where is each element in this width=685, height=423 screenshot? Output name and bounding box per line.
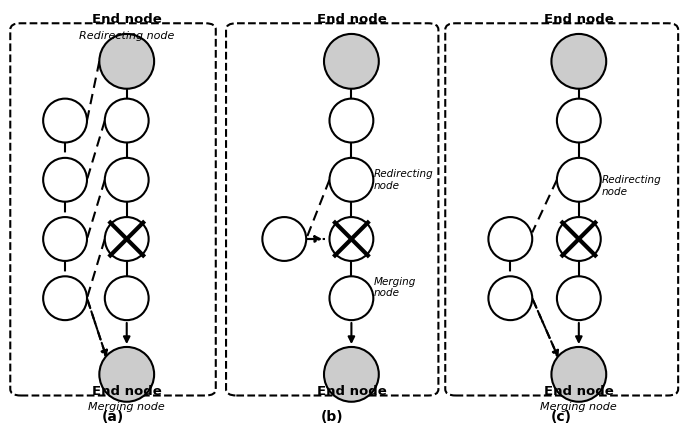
Text: End node: End node xyxy=(92,13,162,25)
Ellipse shape xyxy=(43,217,87,261)
FancyBboxPatch shape xyxy=(445,23,678,396)
Text: Redirecting
node: Redirecting node xyxy=(601,175,661,197)
Text: Merging
node: Merging node xyxy=(373,277,416,299)
Text: End node: End node xyxy=(316,385,386,398)
Text: Redirecting node: Redirecting node xyxy=(79,31,175,41)
Ellipse shape xyxy=(557,158,601,202)
Text: End node: End node xyxy=(316,13,386,25)
Ellipse shape xyxy=(324,347,379,402)
Ellipse shape xyxy=(551,347,606,402)
Text: End node: End node xyxy=(544,13,614,25)
Ellipse shape xyxy=(262,217,306,261)
Ellipse shape xyxy=(105,99,149,143)
Ellipse shape xyxy=(324,34,379,89)
Ellipse shape xyxy=(329,158,373,202)
Text: (a): (a) xyxy=(102,409,124,423)
Ellipse shape xyxy=(557,217,601,261)
Ellipse shape xyxy=(329,99,373,143)
Text: (b): (b) xyxy=(321,409,344,423)
Text: (c): (c) xyxy=(551,409,572,423)
Text: End node: End node xyxy=(92,385,162,398)
Ellipse shape xyxy=(43,158,87,202)
Text: Merging node: Merging node xyxy=(88,402,165,412)
Ellipse shape xyxy=(105,276,149,320)
Ellipse shape xyxy=(43,276,87,320)
Text: Redirecting
node: Redirecting node xyxy=(373,169,433,191)
Ellipse shape xyxy=(43,99,87,143)
FancyBboxPatch shape xyxy=(226,23,438,396)
Ellipse shape xyxy=(99,347,154,402)
Ellipse shape xyxy=(99,34,154,89)
Text: End node: End node xyxy=(544,385,614,398)
Ellipse shape xyxy=(488,217,532,261)
Ellipse shape xyxy=(105,217,149,261)
Ellipse shape xyxy=(329,217,373,261)
Ellipse shape xyxy=(105,158,149,202)
Ellipse shape xyxy=(488,276,532,320)
Ellipse shape xyxy=(557,99,601,143)
FancyBboxPatch shape xyxy=(10,23,216,396)
Ellipse shape xyxy=(551,34,606,89)
Ellipse shape xyxy=(557,276,601,320)
Ellipse shape xyxy=(329,276,373,320)
Text: Merging node: Merging node xyxy=(540,402,617,412)
